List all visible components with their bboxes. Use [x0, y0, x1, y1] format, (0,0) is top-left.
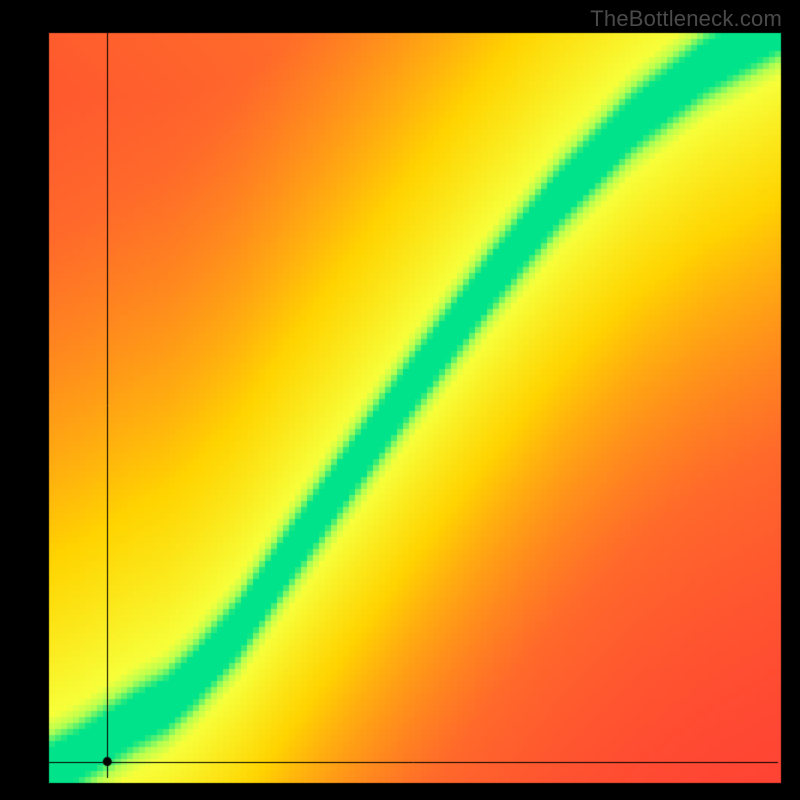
- watermark-text: TheBottleneck.com: [590, 6, 782, 32]
- heatmap-canvas: [0, 0, 800, 800]
- chart-container: TheBottleneck.com: [0, 0, 800, 800]
